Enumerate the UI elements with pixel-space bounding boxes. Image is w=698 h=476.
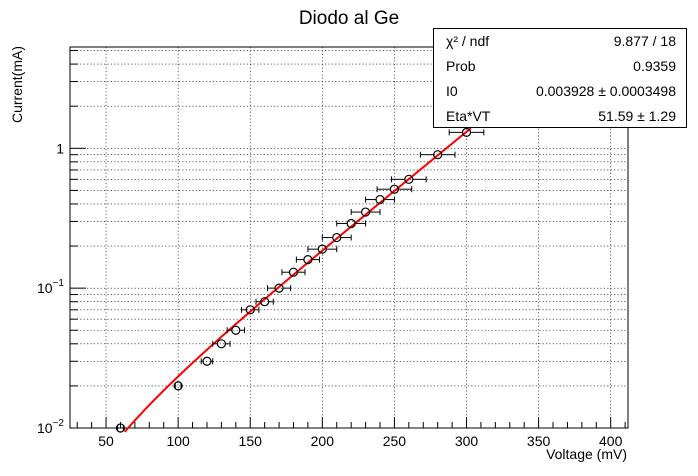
data-point (115, 423, 126, 433)
point-marker (231, 325, 241, 335)
stat-label: Eta*VT (446, 108, 491, 124)
stat-value: 9.877 / 18 (613, 33, 676, 49)
point-marker (375, 194, 385, 205)
fit-stats-box: χ² / ndf 9.877 / 18 Prob 0.9359 I0 0.003… (433, 28, 687, 128)
data-point (419, 150, 456, 160)
stat-value: 0.9359 (633, 58, 676, 74)
stat-row-i0: I0 0.003928 ± 0.0003498 (434, 79, 686, 103)
point-marker (288, 267, 299, 277)
data-point (350, 207, 381, 217)
stat-label: I0 (446, 83, 458, 99)
y-tick-label: 10−2 (37, 418, 64, 436)
data-point (448, 127, 485, 137)
data-point (376, 184, 413, 194)
point-marker (216, 339, 226, 349)
y-tick-label: 10−1 (37, 278, 64, 296)
point-marker (360, 207, 371, 217)
data-point (281, 267, 306, 277)
stat-label: χ² / ndf (446, 33, 490, 49)
point-marker (389, 184, 400, 194)
grid (70, 47, 628, 429)
stat-row-prob: Prob 0.9359 (434, 54, 686, 78)
data-point (173, 381, 183, 391)
fit-curve (124, 127, 472, 433)
data-point (336, 218, 367, 229)
point-marker (245, 305, 255, 315)
stat-row-chi2: χ² / ndf 9.877 / 18 (434, 29, 686, 53)
data-point (200, 356, 214, 366)
data-point (391, 174, 427, 184)
point-marker (173, 381, 183, 391)
stat-row-etavt: Eta*VT 51.59 ± 1.29 (434, 104, 686, 128)
point-marker (260, 297, 270, 307)
axis-ticks (70, 50, 626, 429)
x-tick-label: 100 (166, 433, 190, 449)
x-tick-label: 400 (599, 433, 623, 449)
data-point (365, 194, 395, 205)
data-point (267, 283, 292, 293)
stat-value: 0.003928 ± 0.0003498 (535, 83, 676, 99)
point-marker (303, 254, 313, 265)
point-marker (346, 218, 356, 229)
data-points (115, 127, 485, 433)
x-tick-labels: 50 100 150 200 250 300 350 400 (98, 433, 622, 449)
y-tick-label: 1 (56, 140, 64, 156)
data-point (212, 339, 231, 349)
plot-frame (69, 46, 629, 429)
point-marker (202, 356, 212, 366)
data-point (226, 325, 245, 335)
stat-label: Prob (446, 58, 476, 74)
fit-line (124, 127, 472, 433)
x-tick-label: 250 (383, 433, 407, 449)
data-point (241, 305, 260, 315)
y-axis-label: Current(mA) (9, 46, 25, 123)
chart-title: Diodo al Ge (299, 8, 399, 29)
data-point (255, 297, 274, 307)
x-tick-label: 200 (311, 433, 335, 449)
point-marker (332, 232, 342, 243)
x-tick-label: 150 (239, 433, 263, 449)
point-marker (404, 174, 414, 184)
stat-value: 51.59 ± 1.29 (598, 108, 676, 124)
x-axis-label: Voltage (mV) (546, 446, 627, 462)
point-marker (317, 244, 327, 254)
data-point (321, 232, 352, 243)
point-marker (115, 423, 126, 433)
x-tick-label: 50 (98, 433, 114, 449)
point-marker (274, 283, 284, 293)
point-marker (461, 127, 472, 137)
data-point (295, 254, 320, 265)
y-tick-labels: 10−2 10−1 1 (37, 140, 64, 436)
x-tick-label: 300 (455, 433, 479, 449)
point-marker (433, 150, 443, 160)
data-point (307, 244, 338, 254)
x-tick-label: 350 (527, 433, 551, 449)
